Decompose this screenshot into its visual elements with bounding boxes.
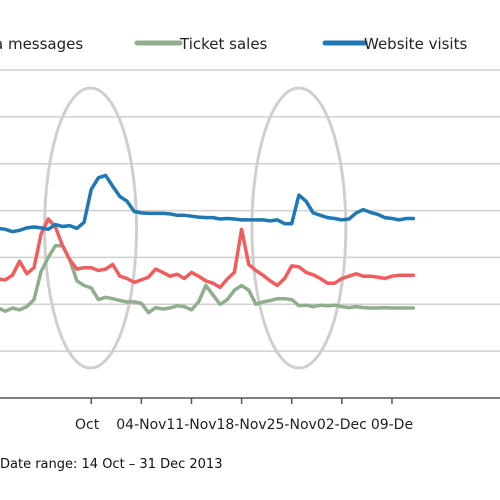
legend: a messages Ticket sales Website visits: [0, 35, 467, 53]
date-range-caption: Date range: 14 Oct – 31 Dec 2013: [0, 457, 223, 472]
highlight-ellipse: [43, 86, 139, 370]
legend-label-website-visits: Website visits: [364, 35, 467, 53]
x-tick-label: 09-De: [371, 417, 413, 433]
x-tick-label: 25-Nov: [267, 417, 317, 433]
series-line-website-visits: [0, 173, 416, 234]
series-lines: [0, 173, 416, 315]
series-line-a-messages: [0, 217, 416, 290]
highlight-ellipse: [250, 86, 348, 370]
x-tick-label: 04-Nov: [116, 417, 166, 433]
x-tick-label: 18-Nov: [216, 417, 266, 433]
legend-label-ticket-sales: Ticket sales: [179, 35, 268, 53]
x-tick-label: 02-Dec: [317, 417, 367, 433]
x-tick-label: Oct: [75, 417, 100, 433]
highlight-ellipses: [43, 86, 348, 370]
legend-label-messages: a messages: [0, 35, 83, 53]
x-axis: Oct 04-Nov 11-Nov 18-Nov 25-Nov 02-Dec 09-De: [75, 398, 413, 433]
gridlines: [0, 69, 500, 399]
x-tick-label: 11-Nov: [166, 417, 216, 433]
